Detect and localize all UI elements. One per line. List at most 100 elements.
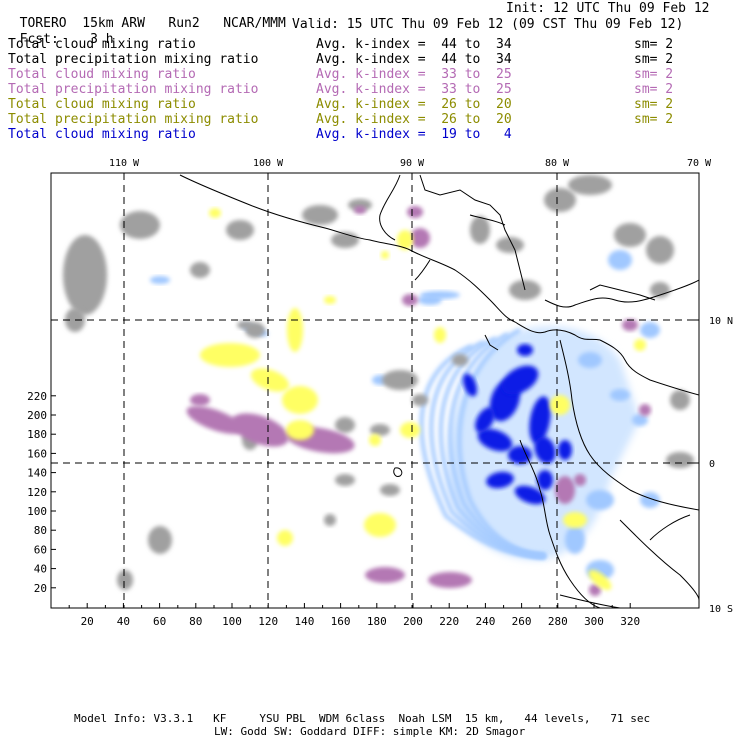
coastline xyxy=(544,279,699,308)
precip-purple xyxy=(231,413,289,447)
coastline xyxy=(649,514,691,541)
cloud-gray xyxy=(148,526,172,554)
cloud-light-blue xyxy=(150,276,170,284)
x-tick-label: 220 xyxy=(439,615,459,628)
cloud-gray xyxy=(544,188,576,212)
cloud-gray xyxy=(670,390,690,410)
coastline xyxy=(559,339,699,511)
cloud-gray xyxy=(335,474,355,486)
y-tick-label: 160 xyxy=(27,447,47,460)
x-tick-label: 240 xyxy=(475,615,495,628)
precip-purple xyxy=(402,294,418,306)
coastline xyxy=(414,259,431,281)
precipitation-fields xyxy=(63,175,694,596)
legend-name: Total cloud mixing ratio xyxy=(8,37,196,52)
cloud-gray xyxy=(120,211,160,239)
precip-yellow xyxy=(400,422,420,438)
legend-sm: sm= 2 xyxy=(634,52,674,67)
precip-purple xyxy=(639,404,651,416)
legend-row: Total precipitation mixing ratio Avg. k-i… xyxy=(8,52,733,67)
lat-label: 10 S xyxy=(709,604,733,615)
legend-name: Total cloud mixing ratio xyxy=(8,97,196,112)
precip-yellow xyxy=(397,230,413,250)
precip-core xyxy=(486,471,514,489)
init-time: Init: 12 UTC Thu 09 Feb 12 xyxy=(506,1,710,16)
precip-purple xyxy=(622,319,638,331)
cloud-gray xyxy=(382,370,418,390)
coastline xyxy=(393,467,403,477)
cloud-light-blue xyxy=(640,492,660,508)
forecast-hour: Fcst: 3 h xyxy=(4,17,114,47)
cloud-gray xyxy=(666,452,694,468)
precip-purple xyxy=(407,206,423,218)
cloud-gray xyxy=(470,216,490,244)
coastline xyxy=(419,174,526,291)
precip-core xyxy=(534,436,556,464)
cloud-gray xyxy=(117,570,133,590)
x-tick-label: 120 xyxy=(258,615,278,628)
precip-core xyxy=(537,470,553,490)
lat-lon-grid xyxy=(51,173,699,608)
legend-name: Total cloud mixing ratio xyxy=(8,67,196,82)
legend-sm: sm= 2 xyxy=(634,37,674,52)
plot-frame xyxy=(50,172,700,609)
y-tick-label: 140 xyxy=(27,467,47,480)
precip-purple xyxy=(589,584,601,596)
coastline xyxy=(599,339,699,396)
lat-label: 10 N xyxy=(709,316,733,327)
legend-avg: Avg. k-index = 19 to 4 xyxy=(316,127,512,142)
precip-purple xyxy=(190,394,210,406)
y-tick-label: 200 xyxy=(27,409,47,422)
legend-name: Total precipitation mixing ratio xyxy=(8,52,259,67)
x-tick-label: 40 xyxy=(117,615,130,628)
precip-core xyxy=(501,365,539,395)
cloud-light-blue xyxy=(586,490,614,510)
precip-yellow xyxy=(381,251,389,259)
x-tick-label: 160 xyxy=(331,615,351,628)
cloud-gray xyxy=(412,394,428,406)
precip-purple xyxy=(428,572,472,588)
header-title-line: TORERO 15km ARW Run2 NCAR/MMM xyxy=(4,1,286,31)
coastline xyxy=(559,594,621,608)
cloud-gray xyxy=(370,424,390,436)
x-tick-label: 60 xyxy=(153,615,166,628)
precip-purple xyxy=(410,228,430,248)
legend-avg: Avg. k-index = 33 to 25 xyxy=(316,67,512,82)
x-tick-label: 100 xyxy=(222,615,242,628)
precip-purple xyxy=(574,474,586,486)
cloud-gray xyxy=(302,205,338,225)
coastline xyxy=(469,214,506,226)
y-tick-label: 120 xyxy=(27,486,47,499)
x-tick-label: 80 xyxy=(189,615,202,628)
y-tick-label: 220 xyxy=(27,390,47,403)
y-tick-label: 20 xyxy=(34,582,47,595)
cloud-light-blue xyxy=(608,250,632,270)
org-label: NCAR/MMM xyxy=(223,16,286,31)
cloud-gray xyxy=(646,236,674,264)
y-tick-label: 40 xyxy=(34,563,47,576)
precip-yellow xyxy=(277,530,293,546)
resolution: 15km ARW xyxy=(82,16,145,31)
legend-name: Total precipitation mixing ratio xyxy=(8,82,259,97)
x-tick-label: 280 xyxy=(548,615,568,628)
precip-yellow xyxy=(369,434,381,446)
legend-row: Total cloud mixing ratio Avg. k-index = 2… xyxy=(8,97,733,112)
precip-core xyxy=(475,407,495,433)
cloud-gray xyxy=(335,417,355,433)
coastline xyxy=(589,284,656,301)
precip-core xyxy=(477,428,513,452)
precip-purple xyxy=(365,567,405,583)
lon-label: 70 W xyxy=(687,158,712,169)
precip-yellow xyxy=(364,513,396,537)
legend-sm: sm= 2 xyxy=(634,82,674,97)
x-tick-label: 140 xyxy=(294,615,314,628)
cloud-gray xyxy=(568,175,612,195)
coastline xyxy=(179,174,601,341)
legend-sm: sm= 2 xyxy=(634,67,674,82)
coastline xyxy=(484,334,499,351)
precip-core xyxy=(529,396,551,444)
y-tick-label: 60 xyxy=(34,543,47,556)
precip-yellow xyxy=(324,296,336,304)
precip-yellow xyxy=(286,420,314,440)
cloud-gray xyxy=(496,237,524,253)
